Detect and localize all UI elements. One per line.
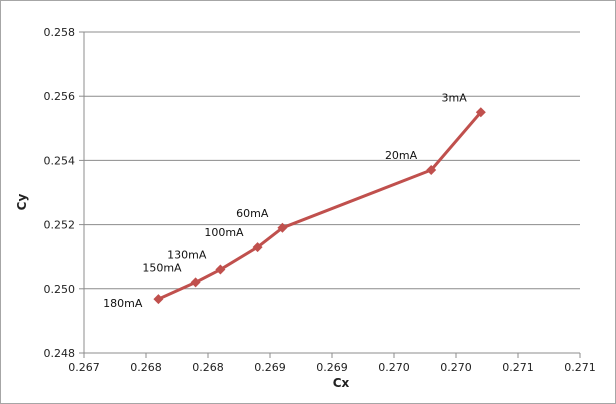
data-point-marker xyxy=(277,222,288,233)
x-tick-label: 0.269 xyxy=(316,361,348,374)
y-tick-label: 0.256 xyxy=(44,90,76,103)
y-axis-ticks: 0.248 0.250 0.252 0.254 0.256 0.258 xyxy=(44,26,84,360)
data-point-marker xyxy=(475,107,486,118)
y-tick-label: 0.258 xyxy=(44,26,76,39)
x-tick-label: 0.267 xyxy=(68,361,100,374)
x-tick-label: 0.268 xyxy=(192,361,224,374)
y-tick-label: 0.252 xyxy=(44,219,76,232)
data-point-marker xyxy=(190,277,201,288)
x-tick-label: 0.271 xyxy=(502,361,534,374)
x-tick-label: 0.268 xyxy=(130,361,162,374)
data-point-label: 60mA xyxy=(236,207,269,220)
x-tick-label: 0.270 xyxy=(440,361,472,374)
data-point-label: 130mA xyxy=(167,249,207,262)
x-tick-label: 0.271 xyxy=(564,361,596,374)
data-series xyxy=(153,107,486,305)
series-line xyxy=(156,110,483,301)
data-point-label: 180mA xyxy=(103,297,143,310)
y-tick-label: 0.248 xyxy=(44,347,76,360)
data-point-marker xyxy=(252,242,263,253)
data-point-marker xyxy=(215,264,226,275)
data-point-label: 3mA xyxy=(442,91,468,104)
gridlines xyxy=(84,31,580,290)
y-tick-label: 0.250 xyxy=(44,283,76,296)
x-tick-label: 0.270 xyxy=(378,361,410,374)
x-axis-title: Cx xyxy=(333,376,350,390)
data-point-label: 20mA xyxy=(385,149,418,162)
axes xyxy=(83,32,580,354)
x-axis-ticks: 0.267 0.268 0.268 0.269 0.269 0.270 0.270 0.271… xyxy=(68,353,596,374)
y-tick-label: 0.254 xyxy=(44,154,76,167)
data-point-label: 100mA xyxy=(204,226,244,239)
data-point-label: 150mA xyxy=(142,261,182,274)
y-axis-title: Cy xyxy=(15,194,29,211)
x-tick-label: 0.269 xyxy=(254,361,286,374)
data-point-marker xyxy=(426,165,437,176)
data-point-marker xyxy=(153,294,164,305)
